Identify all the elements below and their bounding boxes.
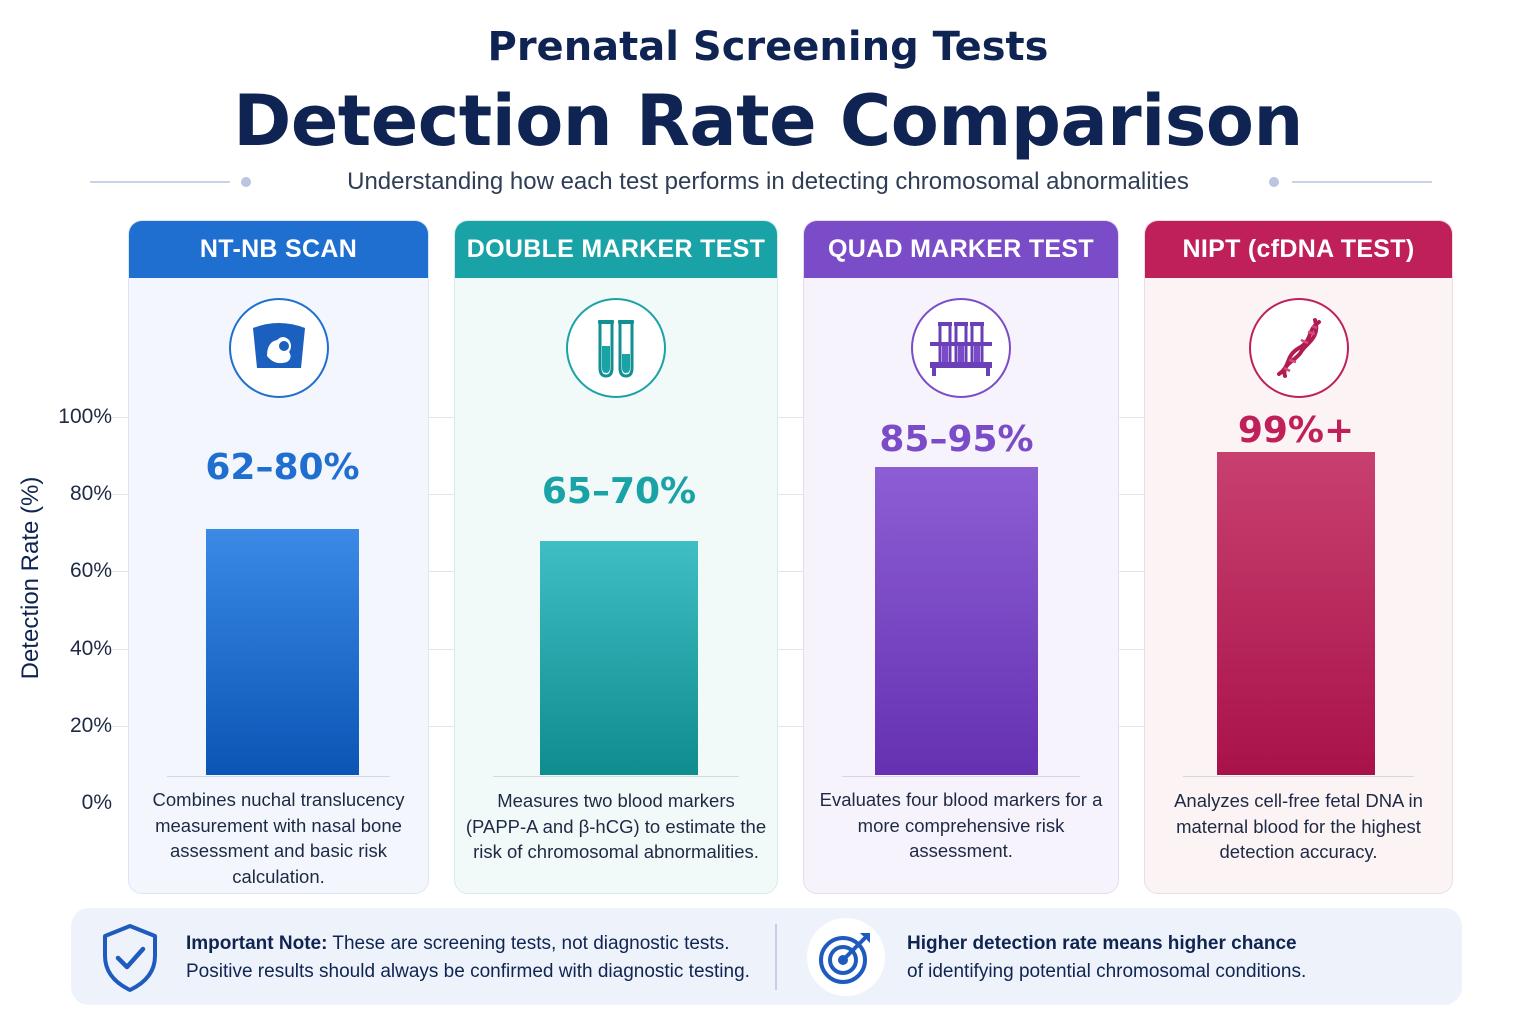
detection-note-text: Higher detection rate means higher chanc…: [907, 930, 1306, 986]
important-note-label: Important Note:: [186, 933, 328, 954]
test-tube-rack-icon: [911, 298, 1011, 398]
baseline: [167, 776, 390, 777]
panel-description: Measures two blood markers (PAPP-A and β…: [465, 790, 767, 862]
bar-value-label: 62–80%: [205, 446, 360, 488]
baseline: [1183, 776, 1414, 777]
dna-icon: [1248, 298, 1349, 398]
bar-nipt-cfdna-test: [1217, 451, 1375, 775]
subtitle-dot-left: [241, 177, 251, 187]
gridline: [112, 571, 1452, 573]
panel-description: Evaluates four blood markers for a more …: [819, 789, 1103, 861]
y-tick-label: 80%: [69, 482, 112, 506]
detection-note-line1: Higher detection rate means higher chanc…: [907, 933, 1297, 954]
subtitle-line-left: [90, 181, 230, 183]
y-tick-label: 40%: [69, 636, 112, 660]
panel-header: DOUBLE MARKER TEST: [455, 221, 777, 278]
bar-nt-nb-scan: [206, 528, 359, 775]
panel-header: NT-NB SCAN: [129, 221, 428, 278]
baseline: [493, 776, 739, 777]
bar-double-marker-test: [540, 540, 698, 775]
panel-nt-nb-scan: NT-NB SCAN Combines nuchal translucency …: [128, 220, 429, 894]
page-title-line2: Detection Rate Comparison: [233, 80, 1303, 162]
important-note-line2: Positive results should always be confir…: [186, 961, 750, 982]
page-subtitle: Understanding how each test performs in …: [347, 168, 1189, 195]
y-tick-label: 100%: [58, 405, 112, 428]
gridline: [112, 417, 1452, 418]
bar-quad-marker-test: [875, 467, 1038, 775]
page-title-line1: Prenatal Screening Tests: [487, 24, 1049, 70]
panel-header: QUAD MARKER TEST: [804, 221, 1118, 278]
y-tick-label: 60%: [69, 559, 112, 583]
gridline: [112, 725, 1452, 727]
baseline: [842, 776, 1080, 777]
bar-value-label: 65–70%: [541, 470, 697, 512]
important-note-line1: These are screening tests, not diagnosti…: [327, 933, 730, 954]
gridline: [112, 494, 1452, 496]
important-note-text: Important Note: These are screening test…: [186, 930, 750, 986]
subtitle-line-right: [1292, 181, 1432, 183]
panel-description: Analyzes cell-free fetal DNA in maternal…: [1174, 790, 1423, 862]
ultrasound-icon: [228, 298, 329, 398]
bar-value-label: 85–95%: [879, 419, 1034, 461]
gridline: [112, 648, 1452, 650]
y-tick-label: 0%: [81, 791, 112, 814]
bar-value-label: 99%+: [1237, 409, 1355, 451]
subtitle-dot-right: [1269, 177, 1279, 187]
shield-check-icon: [99, 922, 161, 999]
panel-description: Combines nuchal translucency measurement…: [152, 789, 405, 887]
y-tick-label: 20%: [69, 713, 112, 737]
panel-header: NIPT (cfDNA TEST): [1145, 221, 1452, 278]
info-note-box: Important Note: These are screening test…: [71, 908, 1462, 1005]
test-tubes-icon: [566, 298, 666, 398]
note-divider: [775, 924, 777, 990]
detection-note-line2: of identifying potential chromosomal con…: [907, 961, 1307, 982]
target-icon: [807, 918, 885, 996]
